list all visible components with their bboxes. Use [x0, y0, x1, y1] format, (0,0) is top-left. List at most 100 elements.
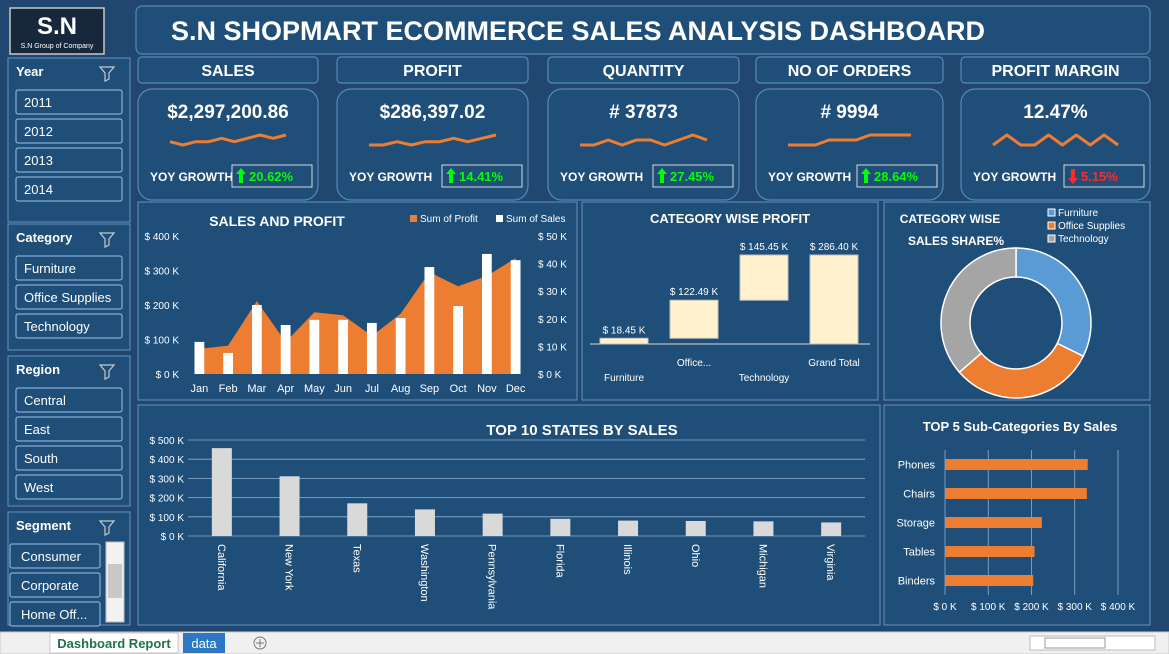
legend-label: Technology — [1058, 234, 1109, 245]
kpi-title: QUANTITY — [603, 63, 685, 80]
slicer-button[interactable] — [15, 255, 123, 281]
chart-title: CATEGORY WISE — [900, 212, 1000, 226]
slicer-item[interactable]: 2013 — [24, 153, 53, 168]
legend-label: Sum of Profit — [420, 214, 478, 225]
x-tick-label: Dec — [506, 383, 526, 395]
slicer-button[interactable] — [15, 416, 123, 442]
tab-bar — [0, 631, 1169, 654]
bar — [481, 253, 492, 374]
y-tick-label: $ 100 K — [145, 336, 180, 347]
slicer-title: Segment — [16, 518, 72, 533]
chart-panel — [581, 201, 879, 401]
slicer-button[interactable] — [15, 176, 123, 202]
y2-tick-label: $ 0 K — [538, 370, 562, 381]
slicer-item[interactable]: Consumer — [21, 549, 82, 564]
bar — [945, 488, 1087, 499]
growth-value: 20.62% — [249, 169, 294, 184]
data-label: $ 18.45 K — [603, 325, 646, 336]
y-tick-label: $ 200 K — [150, 494, 185, 505]
bar — [309, 319, 320, 374]
kpi-title: PROFIT — [403, 63, 462, 80]
kpi-value: $2,297,200.86 — [167, 102, 289, 123]
sparkline — [169, 133, 287, 147]
chart-title: SALES SHARE% — [908, 234, 1004, 248]
slicer-item[interactable]: 2012 — [24, 124, 53, 139]
x-tick-label: Apr — [277, 383, 294, 395]
slicer-button[interactable] — [9, 572, 101, 598]
tab-label[interactable]: Dashboard Report — [57, 636, 171, 651]
slicer-button[interactable] — [9, 543, 101, 569]
y-tick-label: $ 300 K — [150, 474, 185, 485]
kpi-card — [547, 88, 740, 201]
kpi-title: SALES — [201, 63, 255, 80]
slicer-button[interactable] — [15, 147, 123, 173]
slicer-button[interactable] — [15, 387, 123, 413]
slicer-button[interactable] — [9, 601, 101, 627]
slicer-item[interactable]: West — [24, 480, 54, 495]
kpi-header — [336, 56, 529, 84]
slicer-button[interactable] — [15, 284, 123, 310]
slicer-item[interactable]: Technology — [24, 319, 90, 334]
growth-label: YOY GROWTH — [973, 170, 1056, 184]
slicer-button[interactable] — [15, 474, 123, 500]
growth-label: YOY GROWTH — [560, 170, 643, 184]
x-tick-label: Nov — [477, 383, 497, 395]
y2-tick-label: $ 50 K — [538, 232, 567, 243]
slicer-title: Region — [16, 362, 60, 377]
growth-box — [1063, 164, 1145, 188]
sparkline — [369, 133, 497, 147]
bar — [279, 476, 300, 536]
x-tick-label: $ 0 K — [933, 602, 957, 613]
x-tick-label: Jul — [365, 383, 379, 395]
x-tick-label: Jan — [191, 383, 209, 395]
slicer-item[interactable]: 2011 — [24, 95, 52, 110]
bar — [809, 254, 859, 345]
tab[interactable] — [183, 633, 225, 653]
slicer-button[interactable] — [15, 313, 123, 339]
tab-label[interactable]: data — [191, 636, 217, 651]
growth-arrow — [657, 168, 667, 183]
tab[interactable] — [49, 632, 179, 654]
y-tick-label: $ 0 K — [156, 370, 180, 381]
legend-label: Office Supplies — [1058, 221, 1125, 232]
slicer-item[interactable]: Furniture — [24, 261, 76, 276]
bar — [685, 520, 706, 536]
chart-panel — [883, 404, 1151, 626]
x-tick-label: Florida — [553, 544, 565, 579]
y2-tick-label: $ 30 K — [538, 287, 567, 298]
y-tick-label: Phones — [898, 460, 936, 472]
bar — [945, 575, 1034, 586]
kpi-header — [960, 56, 1151, 84]
add-sheet[interactable] — [253, 636, 267, 650]
legend-swatch — [496, 215, 503, 222]
bar — [194, 341, 205, 374]
growth-box — [231, 164, 313, 188]
bar — [223, 352, 234, 374]
x-tick-label: Furniture — [604, 373, 644, 384]
slicer-item[interactable]: South — [24, 451, 58, 466]
growth-value: 14.41% — [459, 169, 504, 184]
slicer-item[interactable]: 2014 — [24, 182, 53, 197]
growth-arrow — [236, 168, 246, 183]
bar — [347, 503, 368, 536]
slicer-button[interactable] — [15, 118, 123, 144]
x-tick-label: California — [215, 544, 227, 591]
bar — [669, 299, 719, 339]
slicer-item[interactable]: East — [24, 422, 50, 437]
slicer-item[interactable]: Central — [24, 393, 66, 408]
y-tick-label: Chairs — [903, 489, 935, 501]
bar — [338, 319, 349, 374]
slicer-item[interactable]: Corporate — [21, 578, 79, 593]
growth-box — [856, 164, 938, 188]
header-panel — [135, 5, 1151, 55]
growth-arrow — [446, 168, 456, 183]
growth-label: YOY GROWTH — [768, 170, 851, 184]
slicer-item[interactable]: Home Off... — [21, 607, 87, 622]
bar — [251, 305, 262, 374]
y2-tick-label: $ 20 K — [538, 315, 567, 326]
slicer-button[interactable] — [15, 89, 123, 115]
slicer-item[interactable]: Office Supplies — [24, 290, 112, 305]
x-tick-label: Aug — [391, 383, 411, 395]
slicer-button[interactable] — [15, 445, 123, 471]
logo-caption: S.N Group of Company — [21, 43, 94, 50]
